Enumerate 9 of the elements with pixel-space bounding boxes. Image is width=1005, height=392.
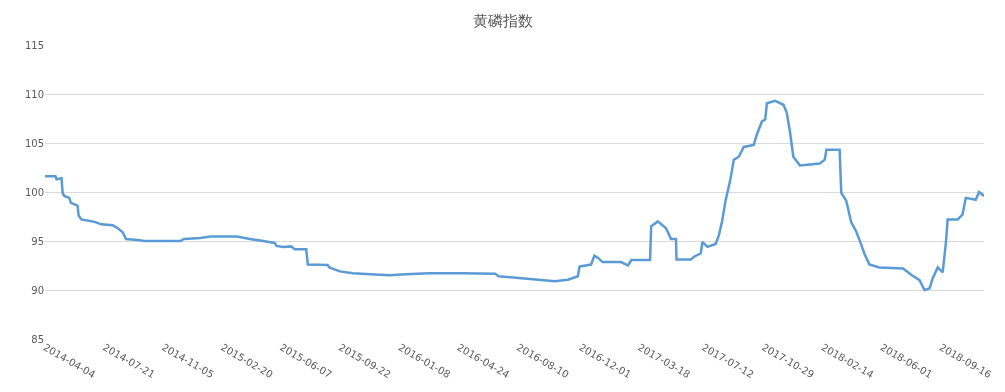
- y-tick-label: 100: [24, 186, 44, 198]
- line-series: [45, 99, 984, 292]
- chart-title: 黄磷指数: [472, 12, 533, 31]
- y-tick-label: 90: [31, 284, 44, 296]
- y-tick-label: 85: [31, 333, 44, 345]
- y-tick-label: 110: [24, 88, 44, 100]
- y-tick-label: 105: [24, 137, 44, 149]
- y-tick-label: 115: [24, 39, 44, 51]
- y-tick-label: 95: [31, 235, 44, 247]
